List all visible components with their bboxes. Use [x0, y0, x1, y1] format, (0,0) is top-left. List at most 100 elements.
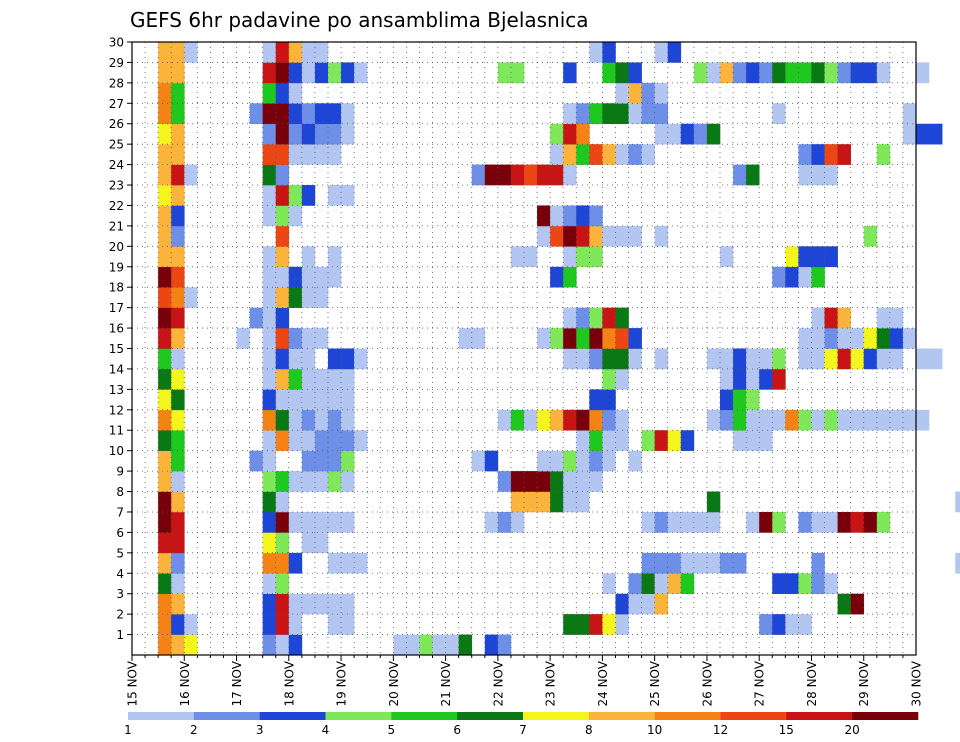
x-tick-label: 28 NOV — [805, 660, 819, 706]
heatmap-cell — [889, 409, 904, 431]
heatmap-cell — [563, 491, 577, 513]
heatmap-cell — [314, 471, 329, 492]
heatmap-cell — [589, 225, 603, 247]
heatmap-cell — [262, 164, 277, 186]
heatmap-cell — [589, 471, 603, 492]
y-tick-label: 2 — [116, 608, 124, 622]
heatmap-cell — [589, 103, 603, 125]
legend-label: 2 — [190, 723, 198, 737]
heatmap-cell — [785, 573, 799, 594]
heatmap-cell — [484, 634, 499, 656]
heatmap-cell — [288, 205, 303, 227]
heatmap-cell — [733, 389, 747, 411]
heatmap-cell — [288, 144, 303, 165]
heatmap-cell — [171, 552, 185, 574]
heatmap-cell — [550, 164, 564, 186]
heatmap-cell — [641, 144, 655, 165]
heatmap-cell — [759, 430, 773, 451]
heatmap-cell — [916, 62, 930, 84]
legend-label: 10 — [647, 723, 662, 737]
y-tick-label: 16 — [109, 322, 124, 336]
y-tick-label: 3 — [116, 587, 124, 601]
heatmap-cell — [746, 368, 760, 390]
legend-swatch — [654, 712, 721, 720]
heatmap-cell — [602, 573, 616, 594]
heatmap-cell — [171, 123, 185, 145]
heatmap-cell — [301, 328, 316, 349]
heatmap-cell — [837, 593, 851, 615]
heatmap-cell — [171, 471, 185, 492]
heatmap-cell — [550, 471, 564, 492]
heatmap-cell — [158, 103, 172, 125]
x-tick-label: 21 NOV — [439, 660, 453, 706]
heatmap-cell — [811, 409, 825, 431]
heatmap-cell — [693, 62, 708, 84]
heatmap-cell — [772, 368, 786, 390]
heatmap-cell — [720, 368, 734, 390]
heatmap-cell — [510, 409, 525, 431]
heatmap-cell — [314, 409, 329, 431]
heatmap-cell — [158, 307, 172, 329]
heatmap-cell — [301, 532, 316, 554]
heatmap-cell — [341, 593, 355, 615]
heatmap-cell — [955, 552, 960, 574]
heatmap-cell — [628, 103, 642, 125]
legend-swatch — [457, 712, 524, 720]
heatmap-cell — [889, 307, 904, 329]
x-tick-label: 29 NOV — [857, 660, 871, 706]
heatmap-cell — [158, 511, 172, 533]
heatmap-cell — [602, 614, 616, 635]
heatmap-cell — [301, 348, 316, 370]
x-tick-label: 16 NOV — [178, 660, 192, 706]
heatmap-cell — [288, 471, 303, 492]
grid-lines — [132, 42, 916, 655]
heatmap-cell — [341, 389, 355, 411]
legend-swatch — [523, 712, 590, 720]
heatmap-cell — [328, 430, 342, 451]
heatmap-cell — [288, 511, 303, 533]
heatmap-cell — [589, 307, 603, 329]
heatmap-cell — [471, 164, 486, 186]
heatmap-cell — [314, 287, 329, 308]
heatmap-cell — [393, 634, 407, 656]
heatmap-cell — [615, 409, 629, 431]
heatmap-cell — [341, 103, 355, 125]
heatmap-cell — [341, 471, 355, 492]
heatmap-cell — [171, 103, 185, 125]
y-tick-label: 23 — [109, 179, 124, 193]
heatmap-cell — [772, 511, 786, 533]
heatmap-cell — [589, 328, 603, 349]
heatmap-cell — [510, 471, 525, 492]
heatmap-cell — [654, 123, 669, 145]
heatmap-cell — [798, 164, 812, 186]
heatmap-cell — [746, 409, 760, 431]
heatmap-cell — [772, 103, 786, 125]
heatmap-cell — [171, 328, 185, 349]
y-axis: 1234567891011121314151617181920212223242… — [109, 36, 132, 642]
heatmap-cell — [667, 573, 682, 594]
heatmap-cell — [314, 511, 329, 533]
heatmap-cell — [537, 491, 551, 513]
heatmap-cell — [654, 573, 669, 594]
y-tick-label: 21 — [109, 219, 124, 233]
heatmap-cell — [550, 123, 564, 145]
heatmap-cell — [550, 409, 564, 431]
heatmap-cell — [262, 409, 277, 431]
heatmap-cell — [406, 634, 420, 656]
heatmap-cell — [158, 328, 172, 349]
heatmap-cell — [602, 409, 616, 431]
heatmap-cell — [158, 185, 172, 206]
heatmap-cell — [171, 144, 185, 165]
legend-label: 3 — [256, 723, 264, 737]
heatmap-cell — [863, 348, 878, 370]
x-tick-label: 17 NOV — [230, 660, 244, 706]
legend-label: 1 — [124, 723, 132, 737]
heatmap-cell — [759, 409, 773, 431]
heatmap-cell — [301, 511, 316, 533]
x-tick-label: 18 NOV — [282, 660, 296, 706]
heatmap-cell — [158, 123, 172, 145]
heatmap-cell — [275, 593, 290, 615]
heatmap-cell — [746, 430, 760, 451]
heatmap-cell — [811, 328, 825, 349]
heatmap-cell — [288, 328, 303, 349]
